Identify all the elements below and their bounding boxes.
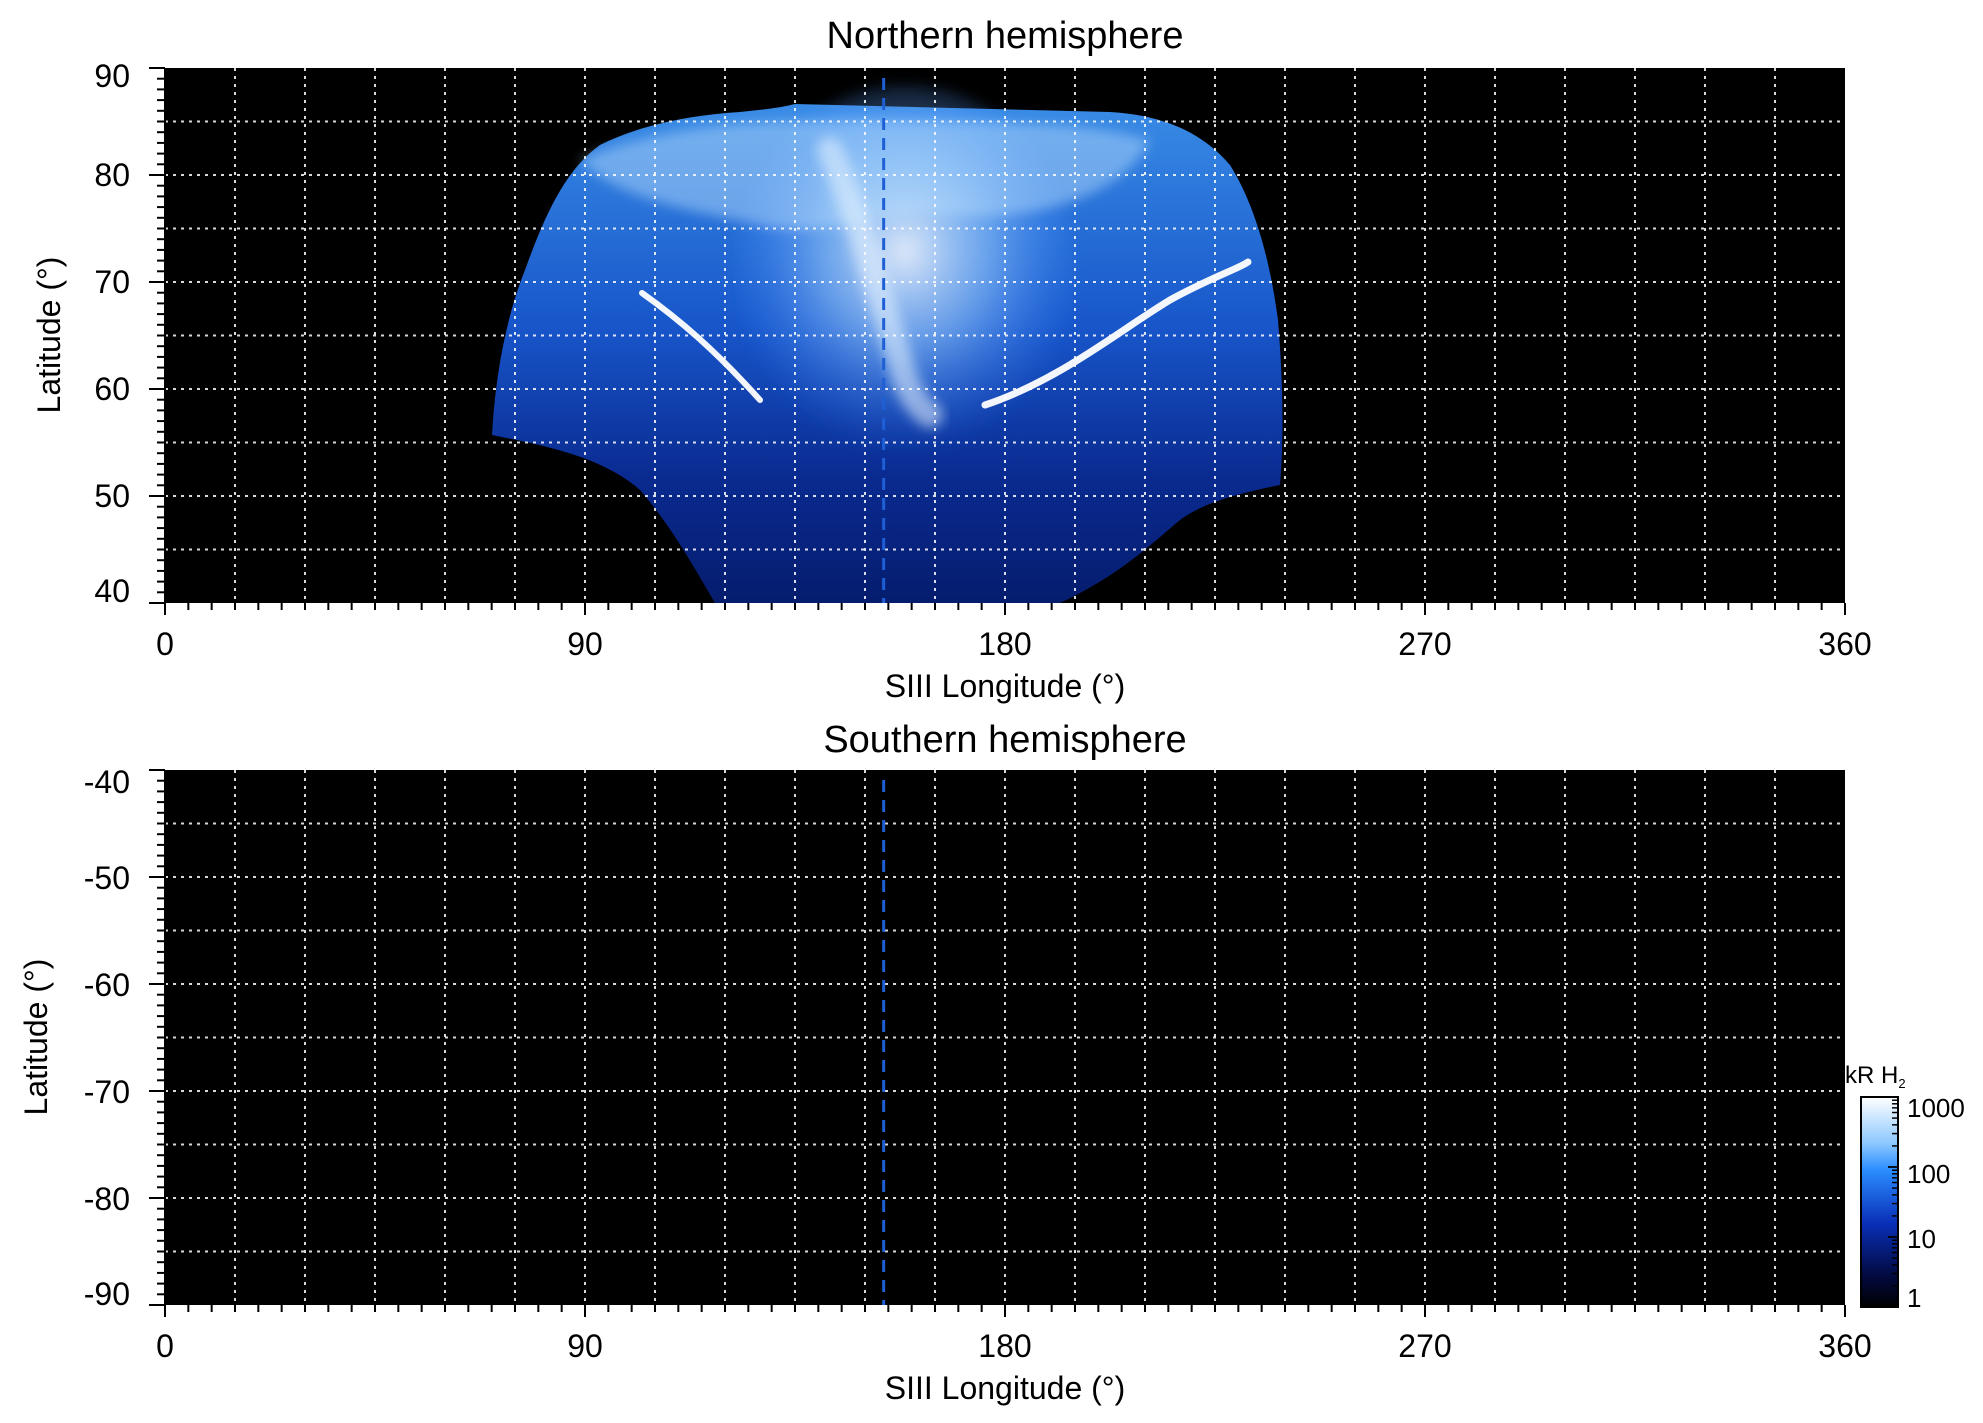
colorbar-gradient [1860, 1096, 1899, 1308]
south-tick-label-y-70: -70 [84, 1074, 130, 1110]
north-tick-label-x-270: 270 [1398, 626, 1451, 662]
south-tick-label-x-90: 90 [567, 1328, 603, 1364]
north-tick-label-y-70: 70 [94, 264, 130, 300]
south-x-ticks [164, 1305, 1846, 1317]
north-tick-label-y-40: 40 [94, 573, 130, 609]
south-tick-label-y-90: -90 [84, 1276, 130, 1312]
south-tick-label-x-0: 0 [156, 1328, 174, 1364]
south-x-axis-label: SIII Longitude (°) [885, 1370, 1125, 1406]
south-tick-label-y-50: -50 [84, 860, 130, 896]
north-grid [165, 68, 1845, 603]
south-tick-label-y-40: -40 [84, 764, 130, 800]
colorbar-minor-ticks [1888, 1096, 1898, 1308]
north-x-ticks [164, 603, 1846, 615]
north-panel: Northern hemisphere 90 80 70 60 50 40 0 … [31, 15, 1872, 704]
south-tick-label-y-80: -80 [84, 1181, 130, 1217]
south-tick-label-x-270: 270 [1398, 1328, 1451, 1364]
south-tick-label-x-360: 360 [1818, 1328, 1871, 1364]
colorbar: kR H2 1000 100 10 1 [1845, 1062, 1965, 1313]
colorbar-tick-100: 100 [1907, 1159, 1950, 1189]
north-tick-label-y-50: 50 [94, 478, 130, 514]
north-tick-label-x-180: 180 [978, 626, 1031, 662]
north-emission-layer [492, 85, 1283, 603]
south-tick-label-y-60: -60 [84, 967, 130, 1003]
north-x-axis-label: SIII Longitude (°) [885, 668, 1125, 704]
north-y-ticks [149, 67, 165, 604]
colorbar-tick-10: 10 [1907, 1224, 1936, 1254]
north-tick-label-y-60: 60 [94, 371, 130, 407]
south-panel: Southern hemisphere -40 -50 -60 -70 -80 … [18, 719, 1872, 1406]
north-tick-label-x-90: 90 [567, 626, 603, 662]
south-title: Southern hemisphere [823, 719, 1186, 761]
north-tick-label-x-0: 0 [156, 626, 174, 662]
north-oval-arc-right [981, 258, 1252, 409]
colorbar-tick-1000: 1000 [1907, 1093, 1965, 1123]
colorbar-label: kR H2 [1845, 1062, 1906, 1091]
north-tick-label-y-80: 80 [94, 157, 130, 193]
south-y-axis-label: Latitude (°) [18, 959, 54, 1116]
north-y-axis-label: Latitude (°) [31, 257, 67, 414]
colorbar-tick-1: 1 [1907, 1283, 1921, 1313]
north-tick-label-y-90: 90 [94, 58, 130, 94]
north-title: Northern hemisphere [827, 15, 1184, 57]
south-grid [165, 770, 1845, 1305]
north-central-bright-band [817, 137, 943, 428]
south-tick-label-x-180: 180 [978, 1328, 1031, 1364]
colorbar-label-main: kR H [1845, 1062, 1898, 1089]
colorbar-label-subscript: 2 [1898, 1076, 1905, 1091]
north-tick-label-x-360: 360 [1818, 626, 1871, 662]
south-y-ticks [149, 769, 165, 1306]
